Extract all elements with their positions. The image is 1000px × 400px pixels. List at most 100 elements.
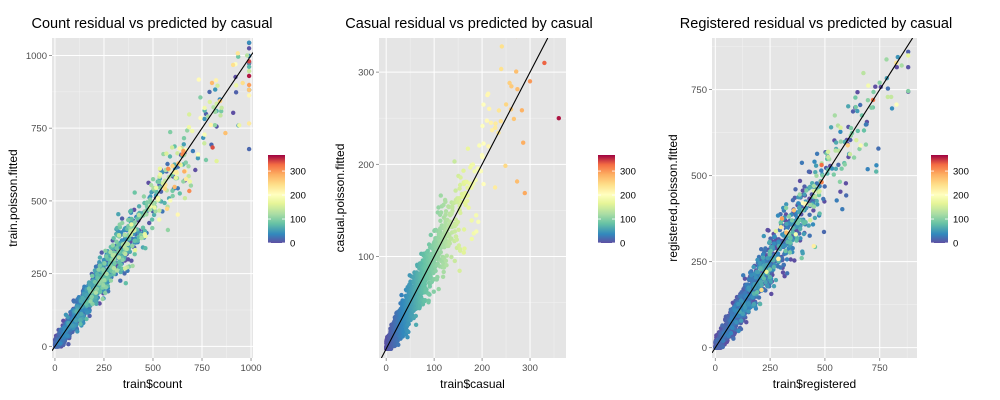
data-point bbox=[431, 289, 436, 294]
chart-title: Registered residual vs predicted by casu… bbox=[680, 16, 952, 32]
data-point bbox=[170, 163, 175, 169]
data-point bbox=[728, 309, 734, 314]
data-point bbox=[784, 221, 789, 227]
data-point bbox=[213, 87, 218, 92]
data-point bbox=[754, 290, 760, 295]
data-point bbox=[480, 123, 485, 129]
data-point bbox=[453, 188, 458, 193]
data-point bbox=[246, 68, 252, 74]
data-point bbox=[906, 65, 911, 70]
data-point bbox=[436, 286, 441, 292]
data-point bbox=[842, 162, 847, 167]
x-tick-label: 1000 bbox=[240, 363, 261, 374]
data-point bbox=[87, 313, 92, 319]
data-point bbox=[177, 146, 182, 151]
data-point bbox=[465, 198, 470, 203]
data-point bbox=[150, 225, 155, 231]
data-point bbox=[740, 311, 745, 316]
data-point bbox=[405, 335, 410, 340]
data-point bbox=[246, 64, 252, 70]
data-point bbox=[750, 295, 755, 300]
data-point bbox=[730, 325, 735, 330]
data-point bbox=[101, 267, 106, 272]
data-point bbox=[187, 188, 192, 194]
data-point bbox=[895, 54, 900, 60]
data-point bbox=[177, 191, 182, 196]
data-point bbox=[136, 212, 142, 218]
data-point bbox=[885, 86, 891, 91]
data-point bbox=[458, 175, 463, 180]
data-point bbox=[793, 232, 798, 237]
y-tick-label: 750 bbox=[691, 85, 707, 96]
data-point bbox=[767, 239, 772, 244]
data-point bbox=[794, 238, 799, 243]
data-point bbox=[182, 196, 188, 201]
data-point bbox=[720, 323, 725, 328]
data-point bbox=[170, 193, 175, 199]
data-point bbox=[790, 246, 795, 251]
data-point bbox=[240, 80, 245, 86]
data-point bbox=[499, 66, 504, 72]
data-point bbox=[783, 248, 788, 254]
data-point bbox=[773, 229, 779, 234]
data-point bbox=[899, 63, 904, 68]
data-point bbox=[125, 241, 131, 247]
data-point bbox=[457, 248, 463, 253]
data-point bbox=[123, 251, 128, 257]
data-point bbox=[742, 276, 748, 281]
data-point bbox=[798, 236, 803, 241]
data-point bbox=[790, 230, 795, 235]
data-point bbox=[111, 266, 117, 271]
data-point bbox=[783, 205, 789, 211]
data-point bbox=[527, 79, 533, 84]
data-point bbox=[838, 189, 843, 194]
legend-tick-label: 0 bbox=[620, 239, 625, 250]
data-point bbox=[885, 94, 890, 100]
data-point bbox=[503, 102, 509, 107]
legend-tick-label: 0 bbox=[953, 239, 958, 250]
data-point bbox=[796, 209, 802, 215]
data-point bbox=[780, 270, 786, 275]
data-point bbox=[234, 83, 239, 88]
data-point bbox=[118, 262, 124, 267]
data-point bbox=[157, 208, 162, 213]
x-tick-label: 0 bbox=[52, 363, 57, 374]
data-point bbox=[799, 255, 804, 261]
colorbar bbox=[268, 155, 285, 243]
data-point bbox=[78, 298, 84, 304]
data-point bbox=[798, 226, 803, 232]
data-point bbox=[211, 105, 216, 110]
data-point bbox=[140, 225, 146, 230]
data-point bbox=[97, 260, 102, 265]
data-point bbox=[838, 125, 843, 130]
data-point bbox=[58, 341, 63, 346]
data-point bbox=[556, 116, 561, 121]
data-point bbox=[143, 246, 148, 251]
data-point bbox=[521, 140, 526, 145]
legend-tick-label: 100 bbox=[620, 215, 636, 226]
data-point bbox=[807, 202, 813, 207]
data-point bbox=[836, 162, 841, 167]
data-point bbox=[438, 250, 443, 255]
data-point bbox=[776, 256, 781, 262]
data-point bbox=[452, 258, 457, 264]
data-point bbox=[761, 276, 767, 281]
data-point bbox=[515, 87, 520, 92]
data-point bbox=[855, 128, 860, 134]
data-point bbox=[764, 269, 769, 274]
data-point bbox=[493, 121, 498, 126]
data-point bbox=[237, 123, 242, 128]
data-point bbox=[758, 279, 764, 285]
data-point bbox=[775, 264, 781, 269]
data-point bbox=[817, 211, 822, 216]
reference-line bbox=[712, 38, 914, 354]
data-point bbox=[477, 143, 482, 148]
data-point bbox=[767, 252, 772, 257]
data-point bbox=[739, 318, 744, 323]
y-tick-label: 0 bbox=[42, 342, 47, 353]
data-point bbox=[825, 149, 831, 154]
data-point bbox=[78, 317, 83, 323]
data-point bbox=[122, 266, 128, 271]
data-point bbox=[142, 228, 148, 234]
